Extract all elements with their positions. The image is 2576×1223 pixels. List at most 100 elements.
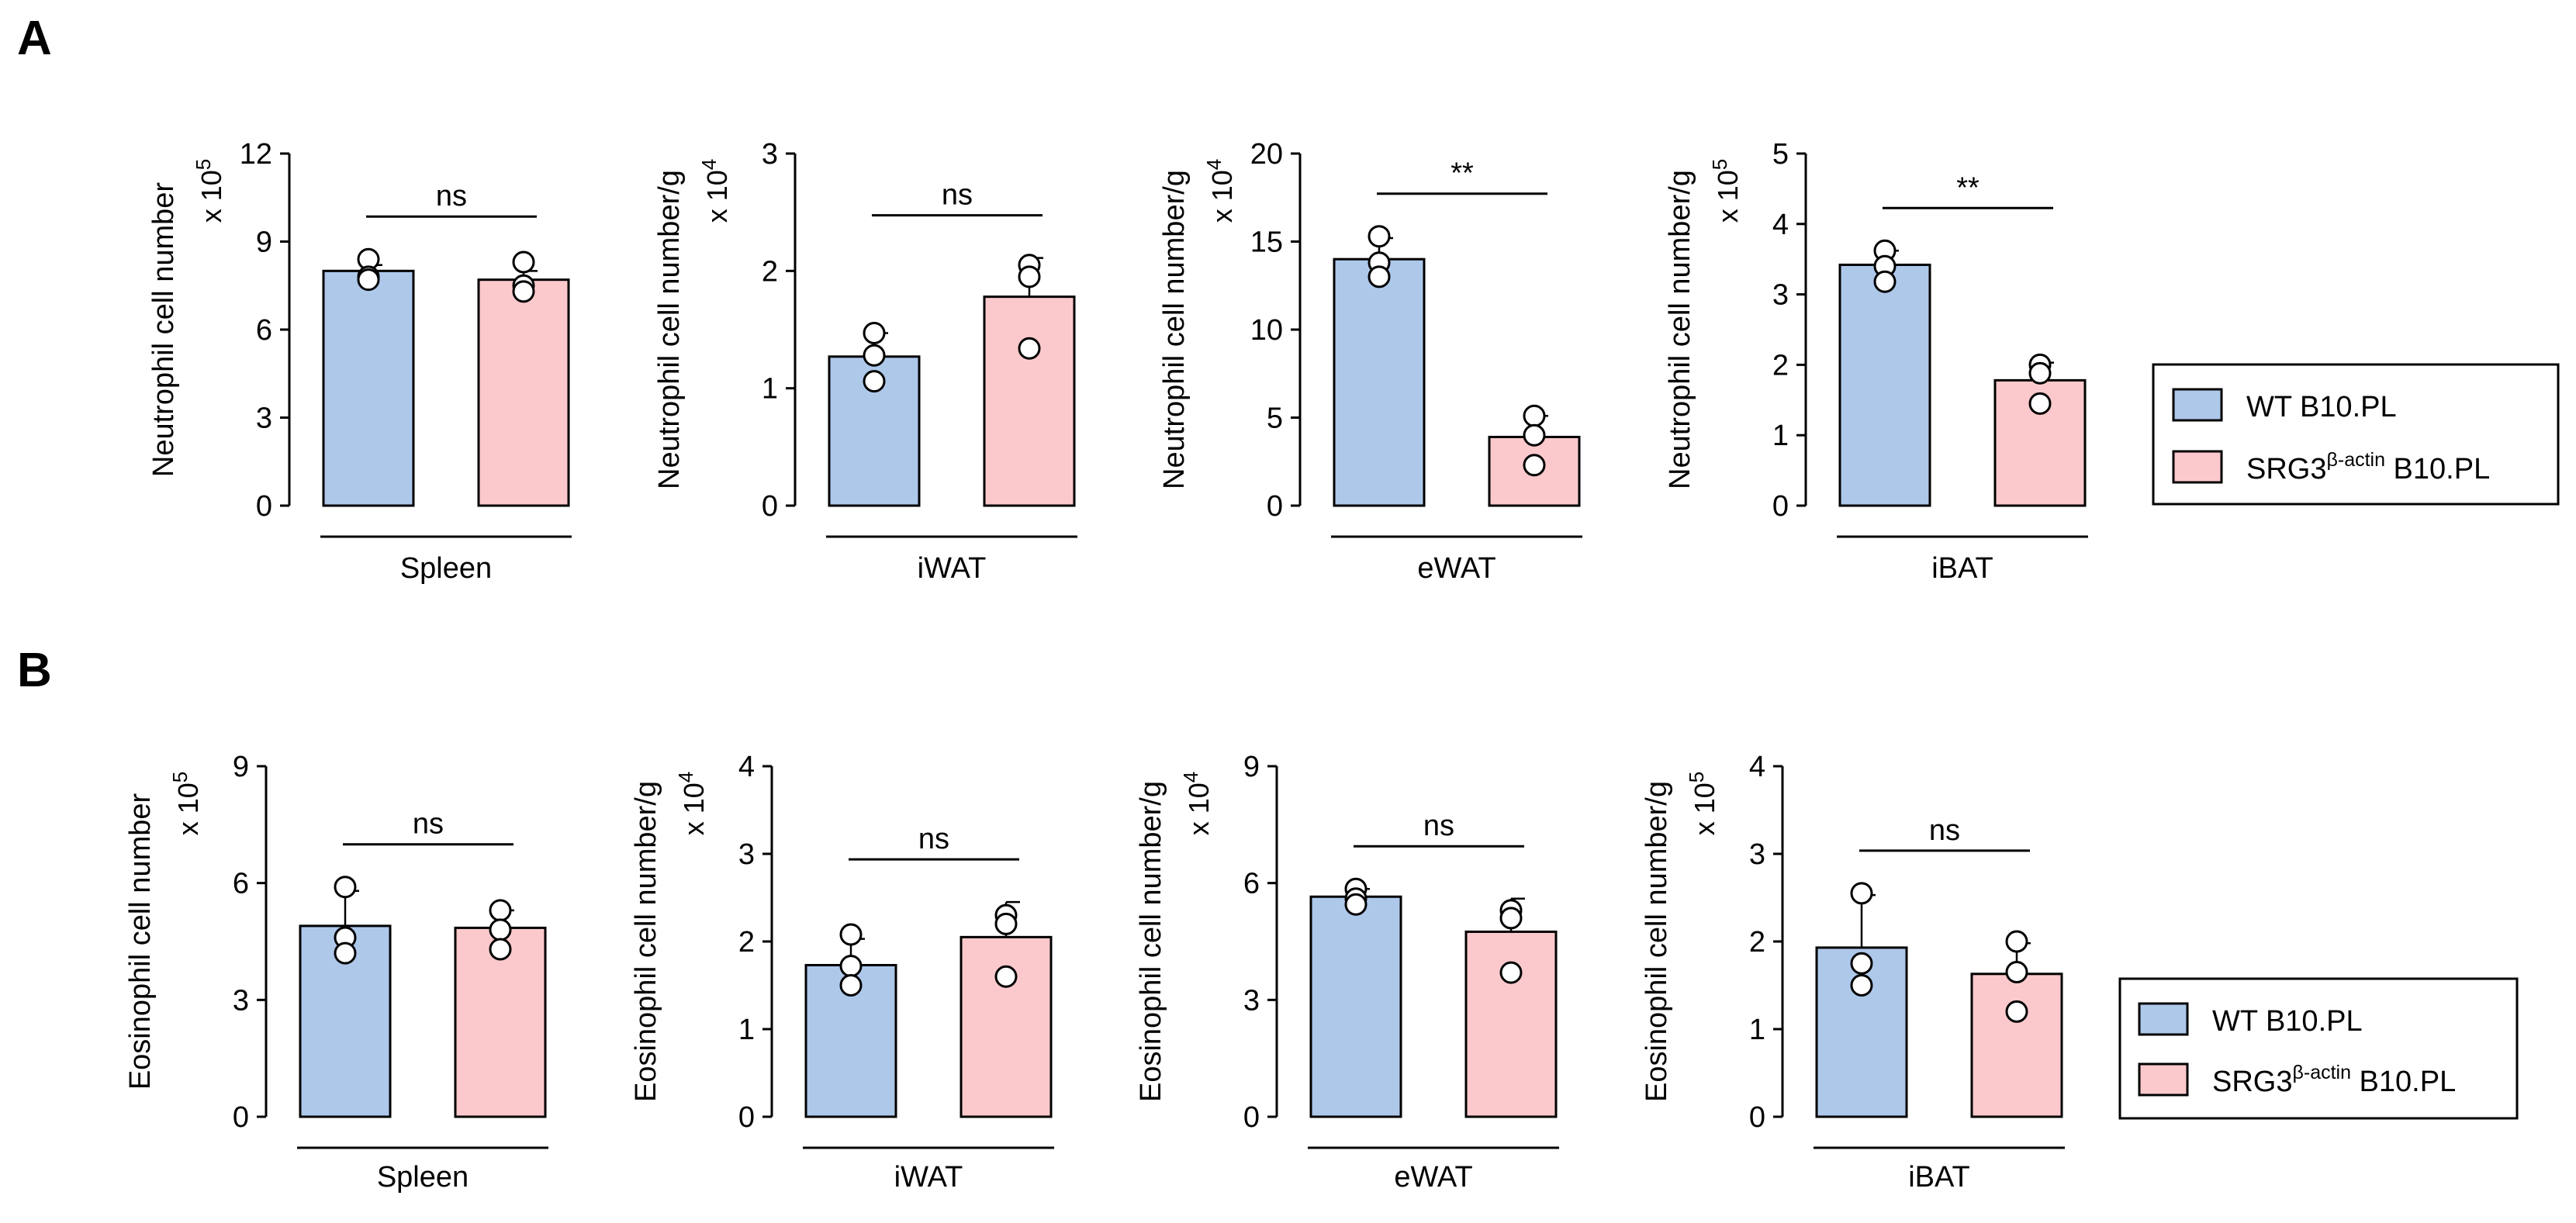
- scale-base: x 10: [195, 170, 227, 223]
- data-point-srg3: [2005, 961, 2028, 984]
- y-tick-label: 4: [1749, 751, 1765, 783]
- y-tick-label: 10: [1250, 314, 1283, 347]
- data-point-wt: [1850, 882, 1873, 905]
- y-tick-label: 3: [762, 138, 778, 171]
- y-tick-label: 0: [1749, 1101, 1765, 1134]
- legend-b-wt-label: WT B10.PL: [2212, 1005, 2363, 1038]
- data-point-wt: [839, 974, 863, 997]
- y-tick-label: 9: [1243, 751, 1260, 783]
- data-point-srg3: [489, 918, 512, 941]
- x-axis-label: iBAT: [1931, 552, 1993, 585]
- bar-srg3: [1970, 973, 2063, 1118]
- significance-label: ns: [918, 823, 949, 855]
- data-point-wt: [1368, 265, 1391, 288]
- scale-exponent: 5: [192, 159, 215, 170]
- legend-a-wt-label: WT B10.PL: [2246, 391, 2397, 423]
- data-point-srg3: [489, 938, 512, 961]
- data-point-srg3: [1523, 404, 1546, 427]
- legend-b-wt-swatch: [2138, 1002, 2189, 1036]
- bar-srg3: [983, 295, 1076, 507]
- significance-label: **: [1956, 171, 1980, 204]
- y-axis-title: Neutrophil cell number/g: [653, 170, 686, 489]
- legend-b-srg3-swatch: [2138, 1062, 2189, 1097]
- y-tick-label: 3: [1243, 984, 1260, 1017]
- data-point-srg3: [1523, 423, 1546, 447]
- y-tick-label: 1: [1772, 420, 1789, 452]
- y-tick-label: 0: [256, 490, 272, 523]
- data-point-wt: [839, 955, 863, 978]
- legend-b-srg3-label: SRG3β-actin B10.PL: [2212, 1062, 2456, 1098]
- legend-a-srg3-suffix: B10.PL: [2385, 453, 2490, 485]
- chart-b-spleen: 0 3 6 9 Eosinophil cell number x 105 ns Spleen: [124, 751, 548, 1194]
- x-axis-label: eWAT: [1417, 552, 1495, 585]
- y-tick-label: 9: [256, 226, 272, 259]
- scale-multiplier: x 105: [168, 772, 204, 836]
- scale-base: x 10: [678, 783, 710, 835]
- chart-a-ewat: 0 5 10 15 20 Neutrophil cell number/g x 104 ** e…: [1158, 138, 1582, 585]
- data-point-wt: [334, 876, 357, 899]
- y-tick-label: 6: [1243, 868, 1260, 900]
- data-point-srg3: [2028, 361, 2052, 385]
- x-axis-label: eWAT: [1394, 1161, 1472, 1194]
- legend-a-wt-swatch: [2172, 388, 2223, 422]
- scale-exponent: 5: [1685, 772, 1708, 783]
- y-tick-label: 4: [1772, 209, 1789, 241]
- legend-b-srg3-prefix: SRG3: [2212, 1066, 2292, 1098]
- y-axis-title: Eosinophil cell number/g: [630, 781, 662, 1102]
- data-point-wt: [1368, 225, 1391, 248]
- y-tick-label: 0: [1772, 490, 1789, 523]
- scale-base: x 10: [1712, 170, 1744, 223]
- significance-label: ns: [1423, 810, 1454, 842]
- chart-b-ibat: 0 1 2 3 4 Eosinophil cell number/g x 105 ns iBAT: [1641, 751, 2065, 1194]
- y-tick-label: 3: [233, 984, 249, 1017]
- y-tick-label: 2: [1749, 926, 1765, 959]
- y-axis-title: Eosinophil cell number/g: [1641, 781, 1673, 1102]
- y-tick-label: 2: [762, 255, 778, 288]
- y-tick-label: 9: [233, 751, 249, 783]
- data-point-wt: [1850, 974, 1873, 997]
- x-axis-label: Spleen: [377, 1161, 469, 1194]
- y-tick-label: 0: [1243, 1101, 1260, 1134]
- y-tick-label: 3: [1772, 279, 1789, 312]
- legend-a-srg3-sup: β-actin: [2326, 449, 2385, 471]
- y-axis-title: Eosinophil cell number/g: [1135, 781, 1167, 1102]
- data-point-wt: [1850, 952, 1873, 975]
- legend-a-srg3-prefix: SRG3: [2246, 453, 2326, 485]
- legend-b-srg3-sup: β-actin: [2292, 1062, 2351, 1083]
- data-point-wt: [839, 923, 863, 946]
- y-tick-label: 3: [256, 402, 272, 435]
- significance-label: ns: [436, 180, 467, 212]
- bar-srg3: [960, 935, 1053, 1118]
- scale-exponent: 5: [168, 772, 192, 783]
- scale-multiplier: x 105: [192, 159, 227, 223]
- scale-multiplier: x 104: [1179, 772, 1215, 836]
- y-tick-label: 6: [233, 868, 249, 900]
- scale-multiplier: x 105: [1708, 159, 1744, 223]
- scale-base: x 10: [1206, 170, 1238, 223]
- data-point-srg3: [489, 899, 512, 922]
- scale-base: x 10: [1183, 783, 1215, 835]
- significance-label: **: [1451, 157, 1474, 190]
- scale-base: x 10: [701, 170, 733, 223]
- x-axis-label: iWAT: [918, 552, 987, 585]
- y-tick-label: 4: [738, 751, 755, 783]
- y-tick-label: 3: [738, 838, 755, 871]
- y-tick-label: 15: [1250, 226, 1283, 259]
- data-point-wt: [357, 268, 380, 292]
- y-tick-label: 6: [256, 314, 272, 347]
- y-tick-label: 0: [233, 1101, 249, 1134]
- y-tick-label: 5: [1267, 402, 1283, 435]
- y-axis-title: Neutrophil cell number/g: [1664, 170, 1696, 489]
- scale-exponent: 4: [1179, 772, 1202, 783]
- y-axis-title: Neutrophil cell number/g: [1158, 170, 1191, 489]
- data-point-wt: [1344, 893, 1368, 916]
- y-tick-label: 2: [738, 926, 755, 959]
- scale-exponent: 4: [697, 159, 721, 170]
- significance-label: ns: [413, 808, 444, 841]
- scale-multiplier: x 104: [1202, 159, 1238, 223]
- chart-a-iwat: 0 1 2 3 Neutrophil cell number/g x 104 ns iWAT: [653, 138, 1077, 585]
- x-axis-label: iBAT: [1908, 1161, 1970, 1194]
